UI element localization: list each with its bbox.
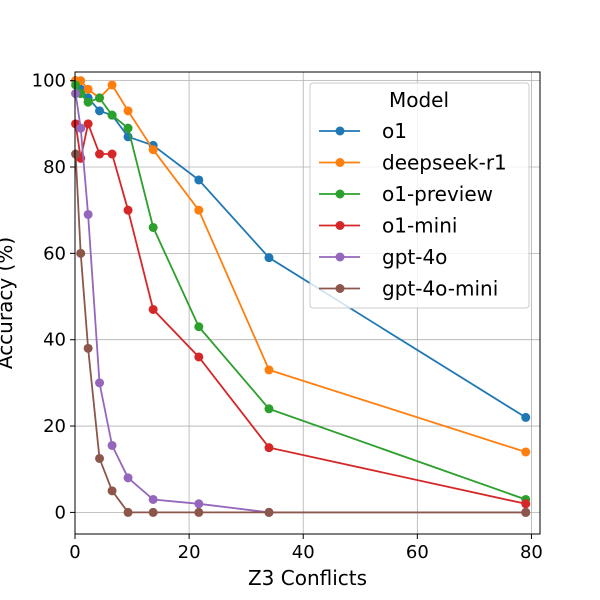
x-tick-label: 20 xyxy=(178,542,201,563)
legend: Model o1 deepseek-r1 o1-preview o1-mini gpt-… xyxy=(310,83,529,308)
data-point xyxy=(149,223,158,232)
data-point xyxy=(264,508,273,517)
data-point xyxy=(71,89,80,98)
data-point xyxy=(521,447,530,456)
legend-label: o1-mini xyxy=(382,214,457,238)
data-point xyxy=(108,441,117,450)
data-point xyxy=(124,206,133,215)
legend-swatch-marker xyxy=(336,284,345,293)
data-point xyxy=(149,508,158,517)
data-point xyxy=(264,253,273,262)
x-tick-label: 80 xyxy=(520,542,543,563)
y-tick-label: 20 xyxy=(43,416,66,437)
data-point xyxy=(108,111,117,120)
data-point xyxy=(108,150,117,159)
data-point xyxy=(124,508,133,517)
data-point xyxy=(84,344,93,353)
data-point xyxy=(95,454,104,463)
legend-title: Model xyxy=(389,88,449,112)
y-tick-label: 80 xyxy=(43,157,66,178)
data-point xyxy=(95,378,104,387)
data-point xyxy=(124,106,133,115)
data-point xyxy=(76,124,85,133)
data-point xyxy=(521,508,530,517)
x-tick-label: 40 xyxy=(292,542,315,563)
x-tick-label: 0 xyxy=(69,542,80,563)
legend-swatch-marker xyxy=(336,221,345,230)
data-point xyxy=(84,98,93,107)
legend-swatch-marker xyxy=(336,127,345,136)
data-point xyxy=(124,124,133,133)
x-axis-label: Z3 Conflicts xyxy=(248,566,367,590)
legend-swatch-marker xyxy=(336,158,345,167)
data-point xyxy=(71,150,80,159)
x-tick-label: 60 xyxy=(406,542,429,563)
y-axis-label: Accuracy (%) xyxy=(0,237,17,369)
legend-label: gpt-4o-mini xyxy=(382,277,498,301)
data-point xyxy=(95,93,104,102)
data-point xyxy=(194,322,203,331)
data-point xyxy=(95,106,104,115)
data-point xyxy=(194,352,203,361)
data-point xyxy=(194,206,203,215)
data-point xyxy=(521,413,530,422)
data-point xyxy=(149,305,158,314)
y-tick-label: 60 xyxy=(43,243,66,264)
data-point xyxy=(264,365,273,374)
legend-label: o1 xyxy=(382,119,407,143)
data-point xyxy=(124,473,133,482)
legend-swatch-marker xyxy=(336,253,345,262)
data-point xyxy=(194,508,203,517)
data-point xyxy=(264,404,273,413)
data-point xyxy=(149,145,158,154)
data-point xyxy=(108,486,117,495)
data-point xyxy=(108,80,117,89)
legend-label: deepseek-r1 xyxy=(382,151,507,175)
data-point xyxy=(264,443,273,452)
data-point xyxy=(71,80,80,89)
data-point xyxy=(149,495,158,504)
data-point xyxy=(194,175,203,184)
data-point xyxy=(194,499,203,508)
data-point xyxy=(95,150,104,159)
legend-swatch-marker xyxy=(336,190,345,199)
y-tick-label: 100 xyxy=(32,71,66,92)
legend-label: gpt-4o xyxy=(382,245,447,269)
legend-label: o1-preview xyxy=(382,182,493,206)
data-point xyxy=(521,499,530,508)
y-tick-label: 0 xyxy=(55,502,66,523)
y-tick-label: 40 xyxy=(43,330,66,351)
data-point xyxy=(84,210,93,219)
data-point xyxy=(76,249,85,258)
